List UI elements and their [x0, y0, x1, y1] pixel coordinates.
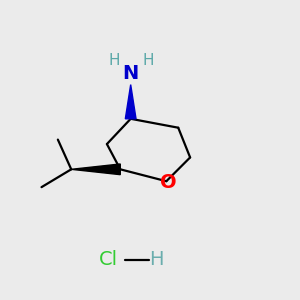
Text: O: O [160, 173, 176, 192]
Text: H: H [109, 53, 120, 68]
Text: Cl: Cl [99, 250, 118, 269]
Text: H: H [149, 250, 163, 269]
Polygon shape [71, 164, 120, 175]
Text: H: H [143, 53, 154, 68]
Text: N: N [123, 64, 139, 83]
Polygon shape [125, 85, 136, 119]
